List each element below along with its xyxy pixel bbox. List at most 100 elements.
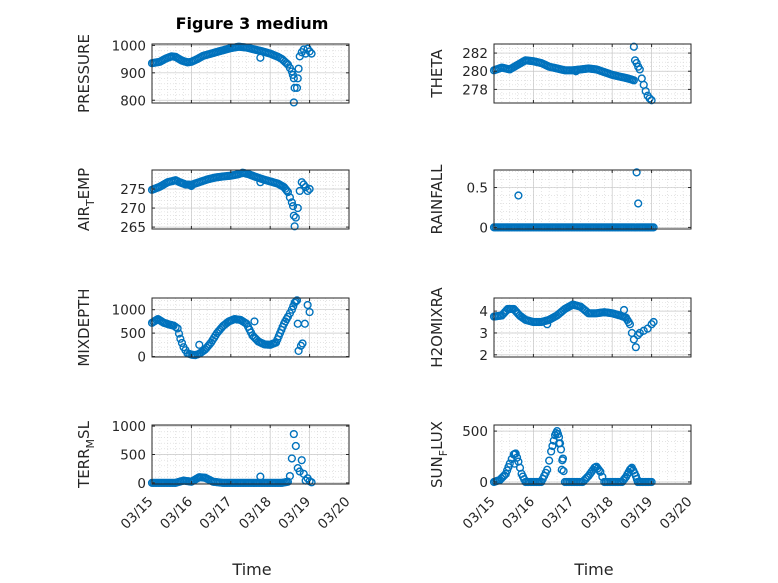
- data-point: [632, 168, 641, 177]
- data-point: [303, 186, 312, 196]
- y-axis-label-rest: SL: [75, 420, 93, 439]
- data-point: [303, 300, 312, 310]
- subplot-rainfall: 0 0.5 RAINFALL: [428, 164, 692, 236]
- data-point: [305, 307, 314, 317]
- data-point: [543, 320, 552, 329]
- data-point: [256, 472, 265, 481]
- subplot-sun: 0 500 03/15 03/16 03/17 03/18 03/19 03/20 SUNFLU…: [428, 421, 696, 533]
- axes-box: [493, 43, 692, 104]
- data-point: [300, 319, 309, 328]
- data-point: [289, 74, 298, 83]
- data-point: [647, 320, 656, 329]
- x-tick-label: 03/18: [236, 494, 275, 533]
- data-point: [292, 83, 302, 93]
- data-point: [287, 198, 296, 207]
- y-tick-label: 275: [120, 182, 146, 198]
- x-tick-label: 03/20: [315, 494, 354, 533]
- data-point: [290, 83, 299, 93]
- y-axis-label: SUNFLUX: [428, 421, 450, 488]
- y-tick-label: 282: [462, 46, 488, 62]
- data-point: [554, 439, 564, 448]
- subplot-h2omixra: 2 3 4 H2OMIXRA: [428, 287, 692, 368]
- axes-box: [151, 297, 350, 358]
- y-axis-label: TERRMSL: [75, 420, 97, 489]
- y-tick-label: 500: [462, 424, 488, 440]
- data-point: [505, 459, 514, 468]
- y-tick-label: 0: [479, 475, 488, 491]
- data-point: [290, 222, 299, 231]
- y-tick-label: 270: [120, 201, 146, 217]
- data-point: [176, 334, 185, 343]
- data-point: [634, 199, 643, 208]
- data-point: [543, 465, 552, 474]
- y-tick-label: 500: [120, 326, 146, 342]
- data-point: [545, 456, 554, 465]
- data-point: [639, 326, 648, 335]
- x-tick-label: 03/17: [539, 494, 578, 533]
- data-point: [298, 339, 307, 348]
- data-point: [571, 67, 581, 76]
- data-point: [187, 181, 196, 191]
- data-point: [288, 202, 298, 211]
- x-tick-label: 03/16: [157, 494, 196, 533]
- data-point: [647, 477, 656, 487]
- subplot-theta: 278 280 282 THETA: [428, 42, 692, 105]
- y-axis-label-rest: EMP: [75, 168, 93, 199]
- axes-box: [493, 297, 692, 358]
- data-point: [548, 441, 557, 451]
- x-tick-label: 03/19: [275, 494, 314, 533]
- y-tick-label: 0: [479, 220, 488, 236]
- data-point: [293, 319, 302, 328]
- data-point: [173, 324, 182, 333]
- y-axis-label: THETA: [428, 49, 446, 99]
- x-tick-label: 03/17: [197, 494, 236, 533]
- y-tick-label: 280: [462, 64, 488, 80]
- y-axis-label-main: THETA: [428, 49, 446, 99]
- data-point: [171, 322, 180, 332]
- data-point: [256, 178, 265, 187]
- y-axis-label: H2OMIXRA: [428, 287, 446, 368]
- data-point: [297, 178, 306, 187]
- y-tick-label: 1000: [112, 303, 146, 319]
- data-point: [290, 298, 299, 307]
- y-tick-label: 900: [120, 66, 146, 82]
- x-axis-label-right: Time: [573, 560, 613, 579]
- x-tick-label: 03/20: [657, 494, 696, 533]
- data-point: [514, 191, 523, 200]
- data-point: [292, 296, 302, 305]
- data-point: [649, 317, 658, 327]
- data-point: [174, 329, 184, 338]
- data-point: [307, 478, 316, 487]
- y-axis-label-rest: LUX: [428, 421, 446, 450]
- y-axis-label: PRESSURE: [75, 34, 93, 113]
- data-point: [291, 441, 300, 451]
- data-point: [641, 87, 650, 96]
- x-tick-label: 03/16: [499, 494, 538, 533]
- y-axis-label-main: SUN: [428, 456, 446, 488]
- y-axis-label-main: H2OMIXRA: [428, 287, 446, 368]
- y-axis-label-subscript: T: [84, 199, 97, 207]
- data-point: [596, 467, 605, 476]
- axes-box: [493, 169, 692, 230]
- data-point: [305, 184, 314, 194]
- data-point: [177, 338, 187, 348]
- data-point: [629, 76, 638, 85]
- data-point: [282, 186, 291, 195]
- y-axis-label: AIRTEMP: [75, 168, 97, 231]
- subplot-pressure: 800 900 1000 PRESSURE: [75, 34, 350, 113]
- y-tick-label: 500: [120, 448, 146, 464]
- axes-box: [151, 169, 350, 230]
- subplot-grid: 800 900 1000 PRESSURE 278 280 282 THETA 265 270 27…: [75, 34, 696, 533]
- x-tick-label: 03/15: [460, 494, 499, 533]
- y-tick-label: 1000: [112, 38, 146, 54]
- data-point: [557, 465, 566, 474]
- subplot-mixdepth: 0 500 1000 MIXDEPTH: [75, 288, 350, 367]
- y-axis-label-main: MIXDEPTH: [75, 288, 93, 366]
- data-point: [293, 203, 302, 213]
- data-point: [285, 471, 295, 481]
- data-point: [631, 343, 640, 352]
- x-tick-label: 03/18: [578, 494, 617, 533]
- y-axis-label-main: PRESSURE: [75, 34, 93, 113]
- data-point: [620, 474, 629, 483]
